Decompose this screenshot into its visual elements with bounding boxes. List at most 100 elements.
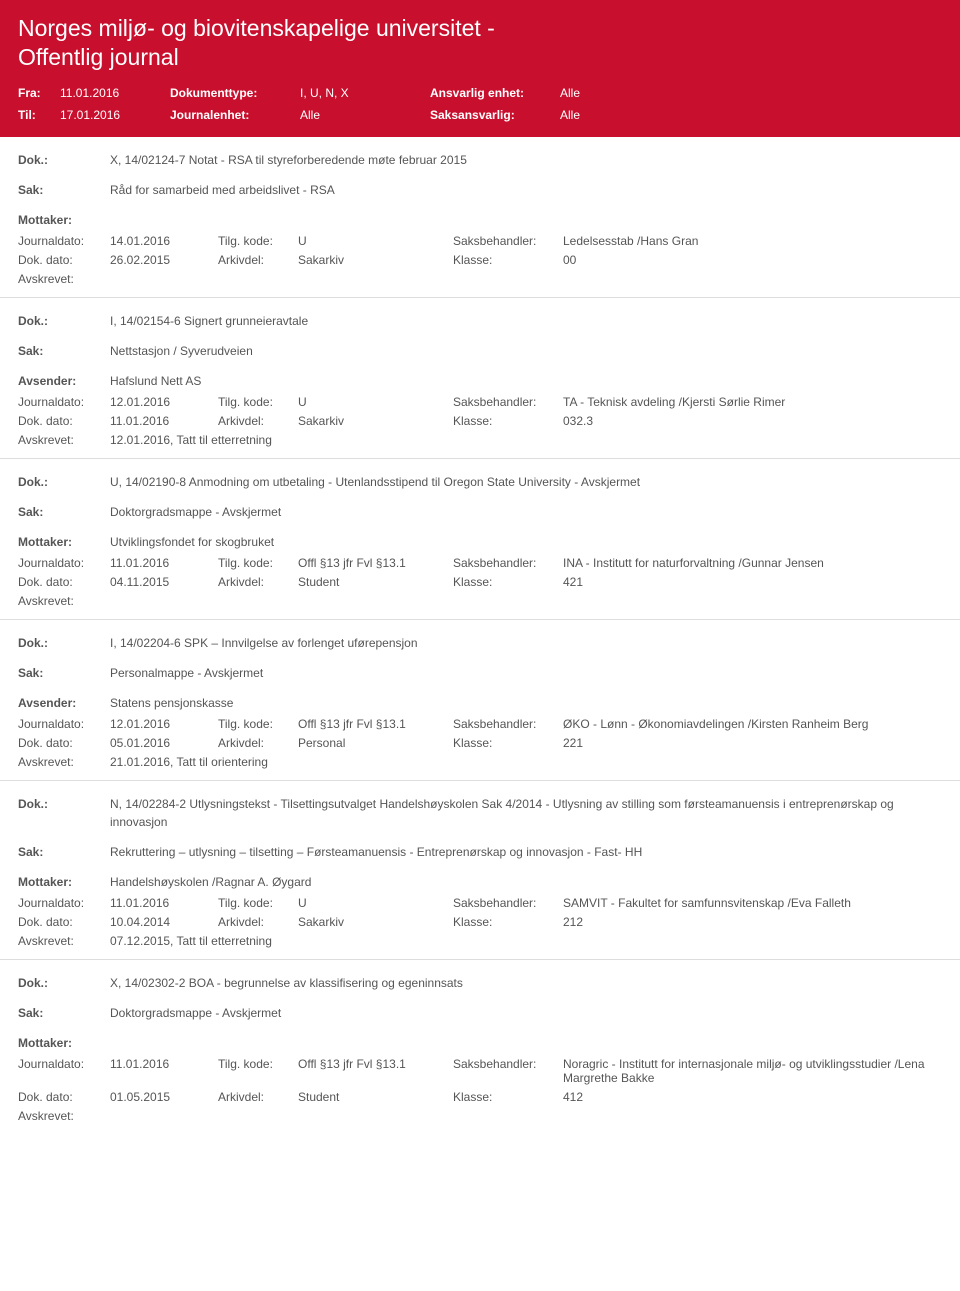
klasse-label: Klasse:	[453, 253, 563, 267]
tilgkode-label: Tilg. kode:	[218, 234, 298, 248]
meta-row-2: Dok. dato: 04.11.2015 Arkivdel: Student …	[18, 575, 942, 589]
sak-value: Rekruttering – utlysning – tilsetting – …	[110, 843, 942, 861]
klasse-value: 412	[563, 1090, 942, 1104]
saksbehandler-label: Saksbehandler:	[453, 1057, 563, 1071]
entries-list: Dok.: X, 14/02124-7 Notat - RSA til styre…	[0, 137, 960, 1134]
arkivdel-value: Sakarkiv	[298, 414, 453, 428]
dokdato-label: Dok. dato:	[18, 1090, 110, 1104]
party-label: Mottaker:	[18, 211, 110, 229]
sak-label: Sak:	[18, 503, 110, 521]
meta-row-2: Dok. dato: 26.02.2015 Arkivdel: Sakarkiv…	[18, 253, 942, 267]
meta-row-1: Journaldato: 14.01.2016 Tilg. kode: U Sa…	[18, 234, 942, 248]
dok-value: X, 14/02124-7 Notat - RSA til styreforbe…	[110, 151, 942, 169]
journal-entry: Dok.:I, 14/02204-6 SPK – Innvilgelse av …	[0, 620, 960, 781]
arkivdel-value: Student	[298, 1090, 453, 1104]
dok-value: N, 14/02284-2 Utlysningstekst - Tilsetti…	[110, 795, 942, 831]
avskrevet-label: Avskrevet:	[18, 934, 110, 948]
journal-entry: Dok.:X, 14/02124-7 Notat - RSA til styre…	[0, 137, 960, 298]
header-row-1: Fra: 11.01.2016 Dokumenttype: I, U, N, X…	[18, 82, 942, 105]
tilgkode-label: Tilg. kode:	[218, 1057, 298, 1071]
journaldato-label: Journaldato:	[18, 896, 110, 910]
tilgkode-value: Offl §13 jfr Fvl §13.1	[298, 1057, 453, 1071]
saksbehandler-value: Noragric - Institutt for internasjonale …	[563, 1057, 942, 1085]
avskrevet-row: Avskrevet:	[18, 594, 942, 608]
meta-row-1: Journaldato: 11.01.2016 Tilg. kode: Offl…	[18, 556, 942, 570]
journal-entry: Dok.:U, 14/02190-8 Anmodning om utbetali…	[0, 459, 960, 620]
saksbehandler-label: Saksbehandler:	[453, 234, 563, 248]
avskrevet-row: Avskrevet: 12.01.2016, Tatt til etterret…	[18, 433, 942, 447]
dok-value: X, 14/02302-2 BOA - begrunnelse av klass…	[110, 974, 942, 992]
sak-value: Doktorgradsmappe - Avskjermet	[110, 1004, 942, 1022]
dok-label: Dok.:	[18, 634, 110, 652]
journaldato-value: 12.01.2016	[110, 395, 218, 409]
klasse-value: 032.3	[563, 414, 942, 428]
klasse-value: 221	[563, 736, 942, 750]
avskrevet-label: Avskrevet:	[18, 433, 110, 447]
journal-entry: Dok.:N, 14/02284-2 Utlysningstekst - Til…	[0, 781, 960, 960]
dok-label: Dok.:	[18, 473, 110, 491]
klasse-label: Klasse:	[453, 736, 563, 750]
saksbehandler-value: ØKO - Lønn - Økonomiavdelingen /Kirsten …	[563, 717, 942, 731]
dokdato-value: 26.02.2015	[110, 253, 218, 267]
klasse-value: 00	[563, 253, 942, 267]
party-value: Utviklingsfondet for skogbruket	[110, 533, 942, 551]
sak-label: Sak:	[18, 843, 110, 861]
meta-row-2: Dok. dato: 05.01.2016 Arkivdel: Personal…	[18, 736, 942, 750]
avskrevet-row: Avskrevet:	[18, 1109, 942, 1123]
tilgkode-label: Tilg. kode:	[218, 717, 298, 731]
tilgkode-label: Tilg. kode:	[218, 395, 298, 409]
journalenhet-label: Journalenhet:	[170, 104, 300, 127]
dokdato-value: 04.11.2015	[110, 575, 218, 589]
avskrevet-row: Avskrevet:	[18, 272, 942, 286]
dok-label: Dok.:	[18, 974, 110, 992]
party-value: Statens pensjonskasse	[110, 694, 942, 712]
dokdato-value: 01.05.2015	[110, 1090, 218, 1104]
header-row-2: Til: 17.01.2016 Journalenhet: Alle Saksa…	[18, 104, 942, 127]
journaldato-label: Journaldato:	[18, 395, 110, 409]
klasse-label: Klasse:	[453, 575, 563, 589]
til-value: 17.01.2016	[60, 104, 170, 127]
tilgkode-value: U	[298, 395, 453, 409]
arkivdel-label: Arkivdel:	[218, 915, 298, 929]
meta-row-2: Dok. dato: 11.01.2016 Arkivdel: Sakarkiv…	[18, 414, 942, 428]
arkivdel-label: Arkivdel:	[218, 575, 298, 589]
doktype-value: I, U, N, X	[300, 82, 430, 105]
sak-label: Sak:	[18, 1004, 110, 1022]
ansvarlig-label: Ansvarlig enhet:	[430, 82, 560, 105]
journaldato-label: Journaldato:	[18, 1057, 110, 1071]
saksbehandler-label: Saksbehandler:	[453, 717, 563, 731]
dokdato-label: Dok. dato:	[18, 575, 110, 589]
avskrevet-label: Avskrevet:	[18, 755, 110, 769]
party-value: Handelshøyskolen /Ragnar A. Øygard	[110, 873, 942, 891]
journaldato-label: Journaldato:	[18, 556, 110, 570]
klasse-value: 212	[563, 915, 942, 929]
dokdato-label: Dok. dato:	[18, 736, 110, 750]
journaldato-value: 11.01.2016	[110, 896, 218, 910]
party-label: Mottaker:	[18, 873, 110, 891]
klasse-label: Klasse:	[453, 1090, 563, 1104]
saksbehandler-label: Saksbehandler:	[453, 896, 563, 910]
ansvarlig-value: Alle	[560, 82, 580, 105]
meta-row-1: Journaldato: 12.01.2016 Tilg. kode: Offl…	[18, 717, 942, 731]
avskrevet-value: 12.01.2016, Tatt til etterretning	[110, 433, 942, 447]
arkivdel-value: Sakarkiv	[298, 253, 453, 267]
meta-row-2: Dok. dato: 01.05.2015 Arkivdel: Student …	[18, 1090, 942, 1104]
saksbehandler-label: Saksbehandler:	[453, 395, 563, 409]
journalenhet-value: Alle	[300, 104, 430, 127]
klasse-value: 421	[563, 575, 942, 589]
sak-value: Råd for samarbeid med arbeidslivet - RSA	[110, 181, 942, 199]
fra-value: 11.01.2016	[60, 82, 170, 105]
dok-label: Dok.:	[18, 312, 110, 330]
dok-value: U, 14/02190-8 Anmodning om utbetaling - …	[110, 473, 942, 491]
avskrevet-value: 07.12.2015, Tatt til etterretning	[110, 934, 942, 948]
sak-value: Personalmappe - Avskjermet	[110, 664, 942, 682]
tilgkode-value: U	[298, 234, 453, 248]
page-title: Norges miljø- og biovitenskapelige unive…	[18, 14, 578, 72]
arkivdel-label: Arkivdel:	[218, 736, 298, 750]
journaldato-label: Journaldato:	[18, 717, 110, 731]
dokdato-label: Dok. dato:	[18, 915, 110, 929]
dok-value: I, 14/02154-6 Signert grunneieravtale	[110, 312, 942, 330]
tilgkode-value: Offl §13 jfr Fvl §13.1	[298, 556, 453, 570]
dokdato-value: 10.04.2014	[110, 915, 218, 929]
saksbehandler-value: TA - Teknisk avdeling /Kjersti Sørlie Ri…	[563, 395, 942, 409]
